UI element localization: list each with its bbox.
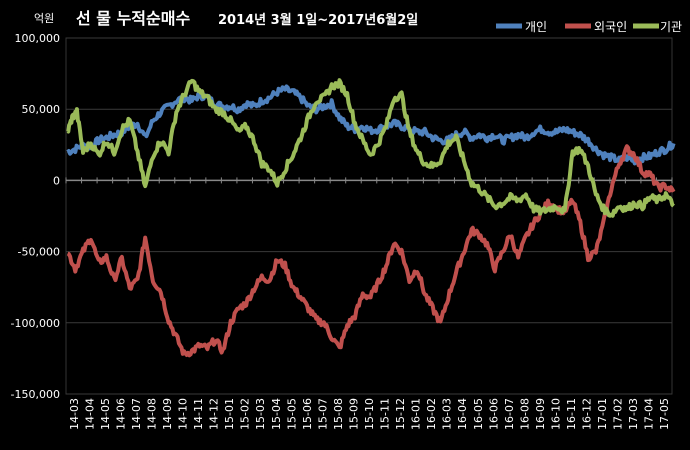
x-tick-label: 16-12 (581, 398, 594, 430)
legend-label-individual: 개인 (525, 20, 547, 34)
x-tick-label: 17-05 (658, 398, 671, 430)
legend-label-foreign: 외국인 (594, 20, 627, 34)
chart-title-main: 선 물 누적순매수 (76, 9, 190, 28)
x-tick-label: 15-05 (285, 398, 298, 430)
legend: 개인 외국인 기관 (496, 20, 682, 34)
x-tick-label: 16-06 (487, 398, 500, 430)
x-tick-label: 16-11 (565, 398, 578, 430)
x-tick-label: 16-08 (518, 398, 531, 430)
x-tick-label: 14-11 (192, 398, 205, 430)
x-tick-label: 15-12 (394, 398, 407, 430)
y-tick-labels: 100,000 50,000 0 -50,000 -100,000 -150,000 (11, 32, 60, 401)
x-tick-label: 16-10 (549, 398, 562, 430)
x-tick-labels: 14-03 14-04 14-05 14-06 14-07 14-08 14-09 14-10… (68, 398, 671, 430)
y-tick-label: -100,000 (11, 317, 60, 330)
x-tick-label: 16-04 (456, 398, 469, 430)
x-tick-label: 14-06 (114, 398, 127, 430)
x-tick-label: 16-03 (441, 398, 454, 430)
x-tick-label: 15-02 (239, 398, 252, 430)
x-tick-label: 15-09 (347, 398, 360, 430)
legend-label-institution: 기관 (660, 20, 682, 34)
y-tick-label: -150,000 (11, 388, 60, 401)
series-line-1 (66, 144, 676, 358)
x-tick-label: 14-05 (99, 398, 112, 430)
x-tick-label: 15-03 (254, 398, 267, 430)
y-tick-label: -50,000 (18, 246, 60, 259)
x-tick-label: 14-03 (68, 398, 81, 430)
x-tick-label: 15-07 (316, 398, 329, 430)
x-tick-label: 14-12 (208, 398, 221, 430)
x-tick-label: 15-04 (270, 398, 283, 430)
x-tick-label: 14-04 (83, 398, 96, 430)
x-tick-label: 17-02 (612, 398, 625, 430)
x-tick-label: 16-05 (472, 398, 485, 430)
x-tick-label: 16-09 (534, 398, 547, 430)
grid-lines (65, 37, 673, 395)
x-tick-label: 17-01 (596, 398, 609, 430)
x-tick-label: 14-08 (145, 398, 158, 430)
x-tick-label: 16-01 (410, 398, 423, 430)
y-axis-unit-label: 억원 (34, 12, 54, 25)
y-tick-label: 50,000 (22, 103, 61, 116)
x-tick-label: 15-06 (301, 398, 314, 430)
x-tick-label: 17-03 (627, 398, 640, 430)
x-tick-label: 14-09 (161, 398, 174, 430)
chart-title-sub: 2014년 3월 1일~2017년6월2일 (218, 12, 418, 28)
x-tick-label: 17-04 (643, 398, 656, 430)
x-tick-label: 15-11 (379, 398, 392, 430)
x-tick-label: 15-10 (363, 398, 376, 430)
x-tick-label: 15-08 (332, 398, 345, 430)
x-tick-label: 16-02 (425, 398, 438, 430)
series-line-2 (66, 78, 675, 218)
plot-area (65, 37, 673, 395)
series-lines (66, 78, 676, 358)
y-tick-label: 100,000 (15, 32, 61, 45)
x-tick-label: 15-01 (223, 398, 236, 430)
series-line-0 (66, 84, 676, 166)
x-tick-label: 14-10 (177, 398, 190, 430)
x-tick-label: 16-07 (503, 398, 516, 430)
y-tick-label: 0 (53, 174, 60, 187)
x-tick-label: 14-07 (130, 398, 143, 430)
